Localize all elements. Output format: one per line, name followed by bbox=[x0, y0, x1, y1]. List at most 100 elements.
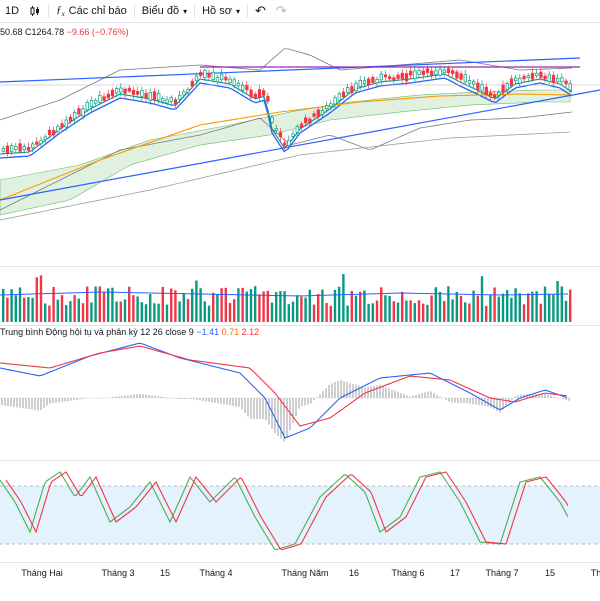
volume-bar bbox=[413, 303, 416, 322]
candle-body bbox=[291, 133, 295, 137]
undo-button[interactable]: ↶ bbox=[250, 0, 271, 22]
volume-bar bbox=[485, 305, 488, 322]
candle-body bbox=[564, 80, 568, 85]
candle-body bbox=[270, 116, 274, 123]
candle-body bbox=[551, 74, 556, 84]
candle-body bbox=[1, 148, 5, 152]
top-toolbar: 1D ƒx Các chỉ báo Biểu đồ ▾ Hồ sơ ▾ ↶ ↷ bbox=[0, 0, 600, 23]
candle-body bbox=[18, 143, 22, 152]
volume-bar bbox=[451, 299, 454, 322]
trend-line-lower bbox=[0, 89, 600, 201]
candle-body bbox=[39, 139, 43, 145]
volume-bar bbox=[346, 305, 349, 322]
profile-label: Hồ sơ bbox=[202, 5, 232, 17]
histogram-value: 2.12 bbox=[241, 327, 260, 337]
candle-body bbox=[110, 89, 115, 97]
volume-bar bbox=[388, 295, 391, 322]
candle-body bbox=[329, 103, 333, 107]
volume-bar bbox=[262, 291, 265, 322]
candle-body bbox=[157, 92, 161, 101]
candle-body bbox=[358, 80, 362, 87]
volume-bar bbox=[384, 295, 387, 322]
volume-chart[interactable] bbox=[0, 268, 600, 324]
volume-bar bbox=[422, 303, 425, 322]
stochastic-k-line bbox=[0, 471, 569, 551]
candle-body bbox=[442, 69, 446, 74]
time-label: Tháng 4 bbox=[199, 568, 233, 578]
volume-bar bbox=[308, 289, 311, 322]
candle-body bbox=[526, 75, 530, 79]
candle-body bbox=[417, 70, 421, 75]
volume-bar bbox=[44, 303, 47, 322]
redo-button[interactable]: ↷ bbox=[271, 0, 292, 22]
stochastic-d-line bbox=[5, 471, 569, 551]
candle-body bbox=[388, 76, 392, 80]
candle-body bbox=[472, 81, 476, 85]
volume-bar bbox=[233, 299, 236, 322]
candle-body bbox=[535, 72, 539, 77]
volume-bar bbox=[128, 286, 131, 322]
volume-bar bbox=[283, 291, 286, 322]
candle-body bbox=[383, 74, 388, 78]
candle-body bbox=[123, 88, 127, 94]
candle-body bbox=[430, 70, 434, 76]
profile-button[interactable]: Hồ sơ ▾ bbox=[197, 0, 245, 22]
candle-body bbox=[362, 80, 367, 85]
function-icon: ƒx bbox=[56, 3, 65, 19]
volume-bar bbox=[191, 288, 194, 322]
time-label: Tháng Hai bbox=[21, 568, 63, 578]
signal-line bbox=[0, 345, 568, 427]
volume-bar bbox=[535, 291, 538, 322]
volume-bar bbox=[438, 291, 442, 322]
candle-body bbox=[266, 95, 270, 102]
candle-body bbox=[203, 70, 207, 79]
candle-body bbox=[228, 78, 232, 84]
volume-bar bbox=[552, 294, 555, 322]
candle-body bbox=[379, 73, 383, 81]
chart-type-button[interactable]: Biểu đồ ▾ bbox=[137, 0, 192, 22]
volume-bar bbox=[409, 300, 412, 322]
volume-bar bbox=[321, 289, 324, 322]
indicators-button[interactable]: ƒx Các chỉ báo bbox=[51, 0, 132, 22]
volume-bar bbox=[249, 289, 253, 322]
stochastic-chart[interactable] bbox=[0, 462, 600, 562]
interval-button[interactable]: 1D bbox=[0, 0, 24, 22]
time-label: 16 bbox=[348, 568, 360, 578]
candle-body bbox=[64, 119, 68, 128]
volume-bar bbox=[518, 293, 521, 322]
macd-chart[interactable] bbox=[0, 338, 600, 458]
volume-bar bbox=[401, 291, 404, 322]
volume-bar bbox=[539, 303, 542, 322]
volume-bar bbox=[472, 290, 475, 322]
ma-blue-line bbox=[0, 77, 573, 159]
volume-bar bbox=[371, 303, 374, 322]
volume-bar bbox=[359, 291, 362, 322]
volume-bar bbox=[342, 274, 345, 322]
candle-body bbox=[10, 145, 14, 152]
volume-bar bbox=[476, 295, 479, 322]
ma-gray-line bbox=[0, 131, 571, 221]
candles-style-button[interactable] bbox=[24, 0, 46, 22]
volume-bar bbox=[27, 297, 30, 322]
macd-legend: Trung bình Động hội tụ và phân kỳ 12 26 … bbox=[0, 327, 259, 337]
price-chart[interactable] bbox=[0, 40, 600, 265]
redo-icon: ↷ bbox=[275, 3, 287, 18]
macd-value: −1.41 bbox=[196, 327, 220, 337]
volume-bar bbox=[237, 288, 240, 322]
candle-body bbox=[421, 70, 425, 76]
volume-bar bbox=[375, 300, 379, 322]
candle-body bbox=[560, 77, 564, 83]
volume-bar bbox=[443, 301, 446, 322]
candle-body bbox=[325, 104, 329, 110]
volume-bar bbox=[111, 287, 114, 322]
time-label: Tháng Năm bbox=[281, 568, 329, 578]
volume-bar bbox=[35, 277, 38, 322]
macd-title: Trung bình Động hội tụ và phân kỳ 12 26 … bbox=[0, 327, 194, 337]
volume-bar bbox=[531, 291, 534, 322]
candle-body bbox=[434, 70, 438, 75]
volume-bar bbox=[447, 286, 450, 322]
volume-bar bbox=[464, 302, 467, 322]
candle-body bbox=[463, 74, 467, 83]
time-axis[interactable]: Tháng Hai Tháng 3 15 Tháng 4 Tháng Năm 1… bbox=[0, 562, 600, 601]
candle-body bbox=[509, 78, 514, 87]
